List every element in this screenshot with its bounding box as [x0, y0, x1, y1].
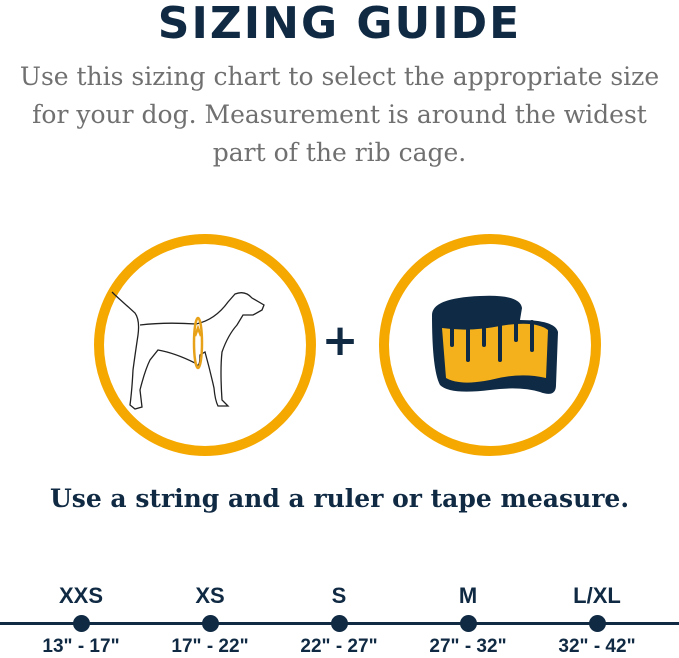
size-label: XS: [195, 583, 225, 608]
size-range: 27" - 32": [429, 636, 507, 657]
size-marker: [202, 615, 219, 632]
size-range: 13" - 17": [42, 636, 120, 657]
illustration: +: [94, 234, 601, 456]
size-marker: [460, 615, 477, 632]
size-label: S: [331, 583, 347, 608]
size-range: 22" - 27": [300, 636, 378, 657]
dog-circle: [94, 234, 316, 456]
size-label: M: [458, 583, 478, 608]
plus-sign: +: [322, 315, 359, 366]
page-title: SIZING GUIDE: [157, 0, 522, 49]
size-marker: [331, 615, 348, 632]
size-label: L/XL: [573, 583, 621, 608]
tape-circle: [379, 234, 601, 456]
subtitle: Use this sizing chart to select the appr…: [19, 62, 660, 167]
size-range: 32" - 42": [558, 636, 636, 657]
size-range: 17" - 22": [171, 636, 249, 657]
size-marker: [589, 615, 606, 632]
instruction-text: Use a string and a ruler or tape measure…: [49, 484, 630, 513]
size-marker: [73, 615, 90, 632]
measure-loop: [192, 316, 204, 370]
size-label: XXS: [58, 583, 104, 608]
tape-measure-icon: [432, 295, 558, 394]
dog-measure-icon: [111, 291, 265, 410]
